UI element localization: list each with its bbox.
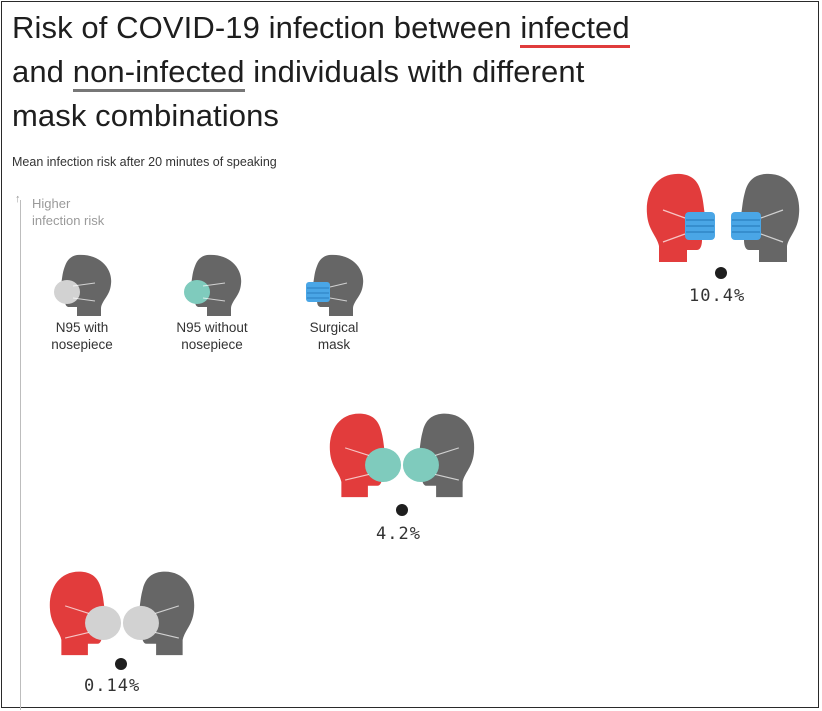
legend-label-line: nosepiece	[51, 337, 113, 352]
data-value-label: 4.2%	[376, 524, 421, 544]
infected-head-icon	[49, 571, 122, 656]
legend-item-surgical-mask: Surgical mask	[274, 252, 394, 353]
data-point-n95-without-nosepiece: 4.2%	[322, 410, 482, 550]
legend-item-n95-with-nosepiece: N95 with nosepiece	[22, 252, 142, 353]
title-part: Risk of COVID-19 infection between	[12, 10, 521, 45]
data-dot	[115, 658, 127, 670]
title-part: mask combinations	[12, 98, 280, 133]
title-infected: infected	[520, 10, 630, 48]
data-value-label: 0.14%	[84, 676, 141, 696]
legend-label: Surgical mask	[274, 319, 394, 353]
data-dot	[715, 267, 727, 279]
title-part: and	[12, 54, 73, 89]
legend-label-line: mask	[317, 337, 351, 352]
title-non-infected: non-infected	[72, 54, 245, 92]
data-point-surgical: 10.4%	[643, 170, 803, 310]
chart-subtitle: Mean infection risk after 20 minutes of …	[12, 155, 277, 169]
infected-head-icon	[329, 413, 402, 498]
y-axis-arrow-icon: ↑	[15, 193, 21, 205]
infected-and-noninfected-heads-icon	[329, 413, 475, 498]
legend-label-line: nosepiece	[181, 337, 243, 352]
legend-label-line: Surgical	[309, 320, 359, 335]
infected-and-noninfected-heads-icon	[646, 173, 800, 262]
n95-with-nosepiece-mask-icon	[54, 254, 112, 316]
data-point-n95-with-nosepiece: 0.14%	[42, 568, 202, 703]
legend-label: N95 without nosepiece	[152, 319, 272, 353]
noninfected-head-icon	[122, 571, 195, 656]
y-axis-label-line: infection risk	[32, 213, 105, 228]
legend-label-line: N95 without	[176, 320, 248, 335]
legend-label: N95 with nosepiece	[22, 319, 142, 353]
y-axis-line	[20, 200, 21, 710]
noninfected-head-icon	[731, 173, 800, 262]
data-value-label: 10.4%	[689, 286, 746, 306]
title-part: individuals with different	[244, 54, 585, 89]
chart-title: Risk of COVID-19 infection between infec…	[12, 6, 812, 138]
infected-head-icon	[646, 173, 715, 262]
n95-without-nosepiece-mask-icon	[184, 254, 242, 316]
infected-and-noninfected-heads-icon	[49, 571, 195, 656]
data-dot	[396, 504, 408, 516]
surgical-mask-icon	[306, 254, 364, 316]
legend-label-line: N95 with	[55, 320, 109, 335]
legend-item-n95-without-nosepiece: N95 without nosepiece	[152, 252, 272, 353]
y-axis-label: Higher infection risk	[32, 195, 104, 229]
y-axis-label-line: Higher	[32, 196, 71, 211]
noninfected-head-icon	[402, 413, 475, 498]
